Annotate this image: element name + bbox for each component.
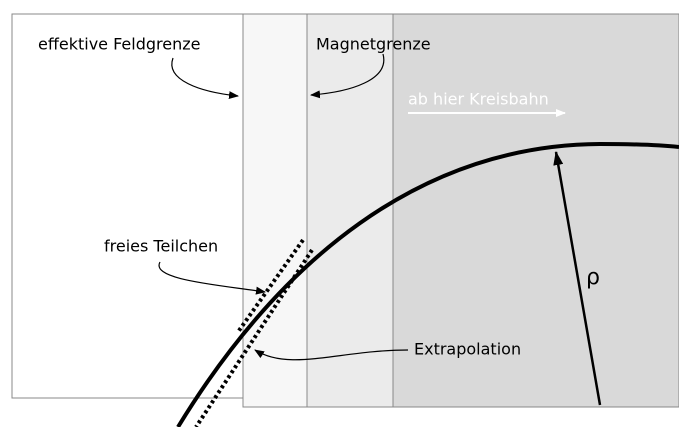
leader	[254, 349, 409, 361]
label: Extrapolation	[414, 340, 521, 359]
leader	[310, 53, 385, 99]
label: ρ	[586, 265, 600, 290]
free-particle-line	[236, 238, 305, 334]
extrapolation-line	[194, 248, 314, 427]
field-region	[392, 13, 679, 408]
trajectory	[176, 141, 679, 427]
leader	[171, 57, 239, 100]
label: Magnetgrenze	[316, 35, 431, 54]
leader	[158, 261, 266, 295]
label: freies Teilchen	[104, 237, 218, 256]
label: effektive Feldgrenze	[38, 35, 200, 54]
fringe-region	[242, 13, 308, 408]
radius-arrow	[553, 151, 602, 406]
label: ab hier Kreisbahn	[408, 90, 549, 109]
